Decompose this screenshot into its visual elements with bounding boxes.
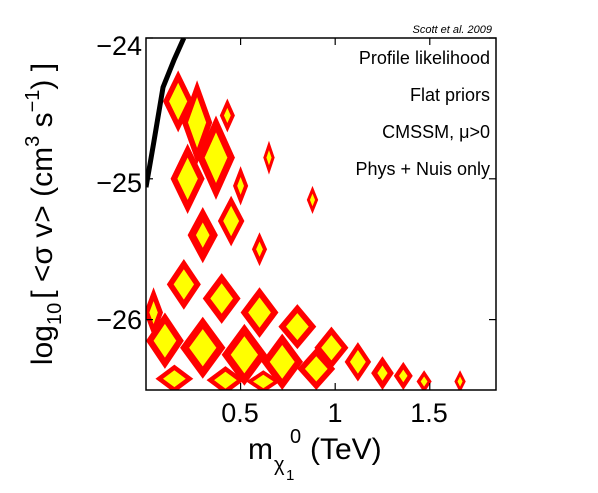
x-tick-label: 1.5 (410, 398, 448, 428)
region-inner (304, 356, 328, 382)
region-inner (163, 370, 186, 388)
x-label-main: m (248, 433, 273, 466)
bound-line-layer (146, 38, 187, 188)
region-inner (256, 241, 263, 257)
y-tick-labels: −24 −25 −26 (96, 31, 142, 335)
credit-label: Scott et al. 2009 (413, 24, 493, 36)
x-label-sup: 0 (290, 426, 301, 448)
region-inner (195, 222, 210, 248)
annotation-model: CMSSM, μ>0 (382, 122, 490, 142)
x-tick-label: 0.5 (221, 398, 259, 428)
y-label-mid: s (26, 112, 59, 135)
region-inner (210, 283, 234, 314)
x-label-subsub: 1 (286, 467, 294, 484)
y-label-sup1: 3 (22, 136, 44, 147)
y-label-sub: 10 (44, 303, 66, 325)
region-inner (188, 97, 207, 148)
x-label-unit: (TeV) (310, 433, 382, 466)
annotation-phys-nuis: Phys + Nuis only (355, 159, 490, 179)
axis-ticks (146, 37, 496, 390)
region-inner (377, 365, 388, 381)
y-label-main: [ <σ v> (cm (26, 147, 59, 299)
y-axis-label: log10 [ <σ v> (cm3 s−1) ] (22, 63, 66, 365)
x-axis-label: m χ 1 0 (TeV) (248, 426, 382, 484)
y-label-text: log10 [ <σ v> (cm3 s−1) ] (22, 63, 66, 365)
annotation-profile-likelihood: Profile likelihood (359, 48, 490, 68)
y-tick-label: −24 (96, 31, 142, 61)
bound-line (146, 38, 187, 188)
region-inner (237, 176, 244, 195)
region-inner (321, 335, 342, 361)
region-inner (149, 301, 158, 324)
credible-regions (146, 70, 466, 390)
region-inner (223, 107, 231, 124)
region-inner (248, 297, 271, 328)
region-inner (309, 193, 316, 207)
x-tick-label: 1 (327, 398, 342, 428)
y-label-end: ) ] (26, 63, 59, 90)
region-inner (269, 344, 295, 379)
region-inner (230, 336, 258, 374)
region-inner (153, 323, 177, 358)
region-inner (223, 205, 240, 237)
y-tick-label: −26 (96, 305, 142, 335)
region-inner (286, 313, 309, 341)
region-inner (189, 329, 217, 367)
region-inner (204, 132, 228, 184)
region-inner (214, 371, 237, 389)
region-inner (399, 369, 408, 383)
region-inner (177, 157, 198, 200)
region-inner (457, 376, 463, 387)
region-inner (253, 374, 274, 389)
region-inner (420, 376, 428, 387)
y-label-sup2: −1 (22, 90, 44, 113)
region-inner (349, 350, 366, 374)
region-inner (266, 150, 272, 166)
y-tick-label: −25 (96, 168, 142, 198)
region-inner (173, 269, 195, 300)
x-tick-labels: 0.5 1 1.5 (221, 398, 448, 428)
x-label-sub: χ (274, 454, 285, 476)
annotation-flat-priors: Flat priors (410, 85, 490, 105)
plot-frame (145, 37, 497, 391)
y-label-pre: log (26, 325, 59, 365)
region-inner (169, 82, 188, 120)
